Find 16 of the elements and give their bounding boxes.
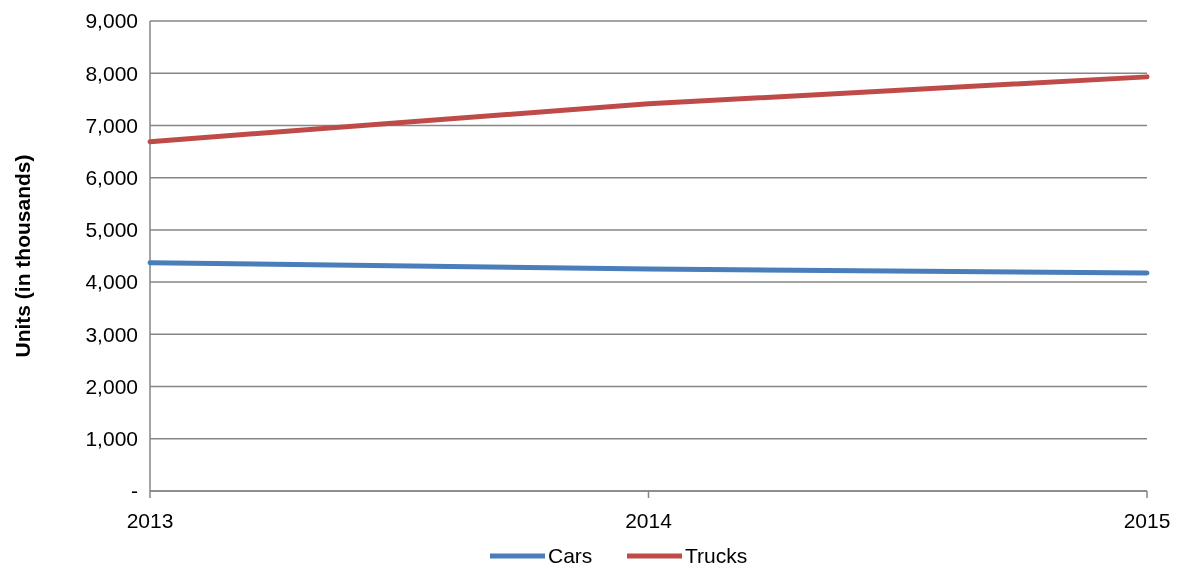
x-tick-label: 2013 bbox=[126, 509, 174, 532]
x-tick-label: 2015 bbox=[1123, 509, 1171, 532]
y-tick-label: - bbox=[131, 479, 138, 503]
y-tick-label: 5,000 bbox=[85, 218, 138, 242]
y-axis-title: Units (in thousands) bbox=[11, 154, 34, 358]
y-tick-label: 4,000 bbox=[85, 270, 138, 294]
x-tick-label: 2014 bbox=[625, 509, 673, 532]
y-tick-label: 2,000 bbox=[85, 374, 138, 398]
y-tick-label: 6,000 bbox=[85, 166, 138, 190]
y-tick-label: 3,000 bbox=[85, 322, 138, 346]
y-tick-label: 8,000 bbox=[85, 61, 138, 85]
legend-label: Trucks bbox=[685, 544, 748, 568]
y-tick-label: 1,000 bbox=[85, 427, 138, 451]
y-tick-label: 7,000 bbox=[85, 113, 138, 137]
legend-label: Cars bbox=[548, 544, 593, 568]
y-tick-label: 9,000 bbox=[85, 9, 138, 33]
